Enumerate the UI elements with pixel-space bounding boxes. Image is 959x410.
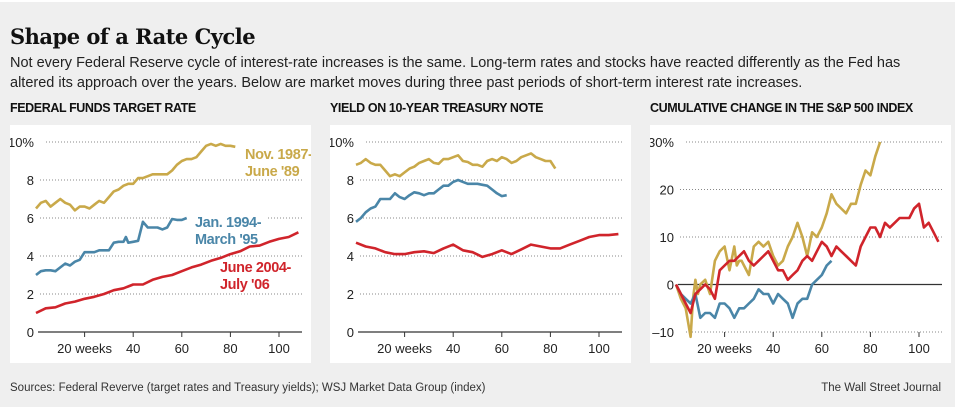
y-tick-label: 8 (347, 173, 354, 188)
y-tick-label: 2 (347, 287, 354, 302)
x-tick-label: 60 (815, 341, 829, 356)
y-tick-label: 8 (27, 173, 34, 188)
x-tick-label: 60 (175, 341, 189, 356)
y-tick-label: 10% (330, 135, 354, 150)
series-line-gold (355, 152, 557, 178)
series-line-gold (35, 142, 236, 212)
y-tick-label: –10 (652, 325, 674, 340)
chart-title-fed-funds: FEDERAL FUNDS TARGET RATE (10, 101, 196, 115)
x-tick-label: 60 (495, 341, 509, 356)
series-line-gold (674, 141, 882, 339)
y-tick-label: 6 (27, 211, 34, 226)
y-tick-label: 0 (347, 325, 354, 340)
x-tick-label: 100 (268, 341, 290, 356)
chart-treasury-yield: 0 2 4 6 8 10% 20 weeks 40 60 80 100 (330, 135, 622, 356)
y-tick-label: 2 (27, 287, 34, 302)
y-tick-label: 0 (667, 278, 674, 293)
x-tick-label: 100 (908, 341, 930, 356)
x-tick-label: 20 weeks (57, 341, 112, 356)
series-label: Nov. 1987- (245, 147, 311, 163)
x-tick-label: 20 weeks (377, 341, 432, 356)
credit-line: The Wall Street Journal (821, 382, 941, 394)
y-tick-label: 0 (27, 325, 34, 340)
y-tick-label: 4 (347, 249, 354, 264)
series-line-red (674, 202, 940, 315)
series-label: June 2004- (220, 260, 292, 276)
series-line-blue (674, 259, 833, 320)
y-tick-label: 4 (27, 249, 34, 264)
x-tick-label: 40 (766, 341, 780, 356)
x-tick-label: 40 (446, 341, 460, 356)
x-tick-label: 80 (223, 341, 237, 356)
y-tick-label: 10 (660, 230, 674, 245)
series-line-blue (35, 216, 188, 277)
y-tick-label: 30% (650, 135, 674, 150)
y-tick-label: 6 (347, 211, 354, 226)
series-label: June '89 (245, 164, 300, 180)
series-line-red (355, 232, 619, 259)
x-tick-label: 20 weeks (697, 341, 752, 356)
x-tick-label: 80 (863, 341, 877, 356)
graphic-title: Shape of a Rate Cycle (10, 24, 256, 49)
series-label: Jan. 1994- (195, 215, 262, 231)
chart-title-sp500: CUMULATIVE CHANGE IN THE S&P 500 INDEX (650, 101, 913, 115)
chart-panel-sp500: –10 0 10 20 30% 20 weeks 40 60 80 100 (650, 125, 951, 363)
x-tick-label: 100 (588, 341, 610, 356)
graphic-subtitle: Not every Federal Reserve cycle of inter… (10, 55, 901, 91)
y-tick-label: 20 (660, 183, 674, 198)
x-tick-label: 80 (543, 341, 557, 356)
chart-title-treasury-yield: YIELD ON 10-YEAR TREASURY NOTE (330, 101, 544, 115)
series-label: March '95 (195, 232, 258, 248)
chart-panel-treasury-yield: 0 2 4 6 8 10% 20 weeks 40 60 80 100 (330, 125, 631, 363)
x-tick-label: 40 (126, 341, 140, 356)
y-tick-label: 10% (10, 135, 34, 150)
series-label: July '06 (220, 277, 270, 293)
chart-panel-fed-funds: 0 2 4 6 8 10% 20 weeks 40 60 80 100 Nov. 1987- June … (10, 125, 311, 363)
series-line-blue (355, 178, 507, 223)
series-line-red (35, 231, 299, 315)
source-note: Sources: Federal Reverve (target rates a… (10, 382, 486, 394)
chart-sp500: –10 0 10 20 30% 20 weeks 40 60 80 100 (650, 135, 942, 356)
